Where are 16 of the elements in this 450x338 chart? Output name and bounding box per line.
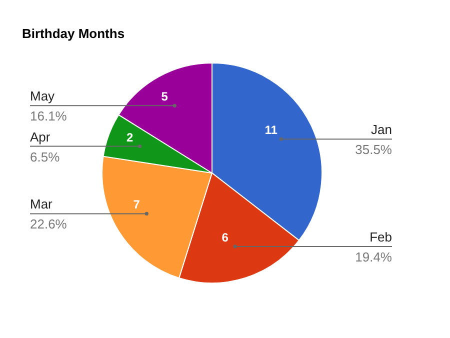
data-label: 2 [126,130,134,144]
slice-label: Apr [30,129,51,144]
chart-title: Birthday Months [22,26,125,41]
slice-label: Mar [30,196,54,212]
data-label: 5 [161,90,168,104]
text: 6.5% [30,149,60,164]
text: 22.6% [30,216,67,232]
text: 35.5% [355,142,392,158]
slice-label: Feb [370,229,392,244]
text: 19.4% [355,249,392,264]
data-label: 7 [133,198,140,212]
text: 16.1% [30,108,67,124]
slice-label: May [30,88,56,104]
data-label: 6 [222,230,229,244]
slice-label: Jan [371,122,392,138]
data-label: 11 [264,123,278,138]
